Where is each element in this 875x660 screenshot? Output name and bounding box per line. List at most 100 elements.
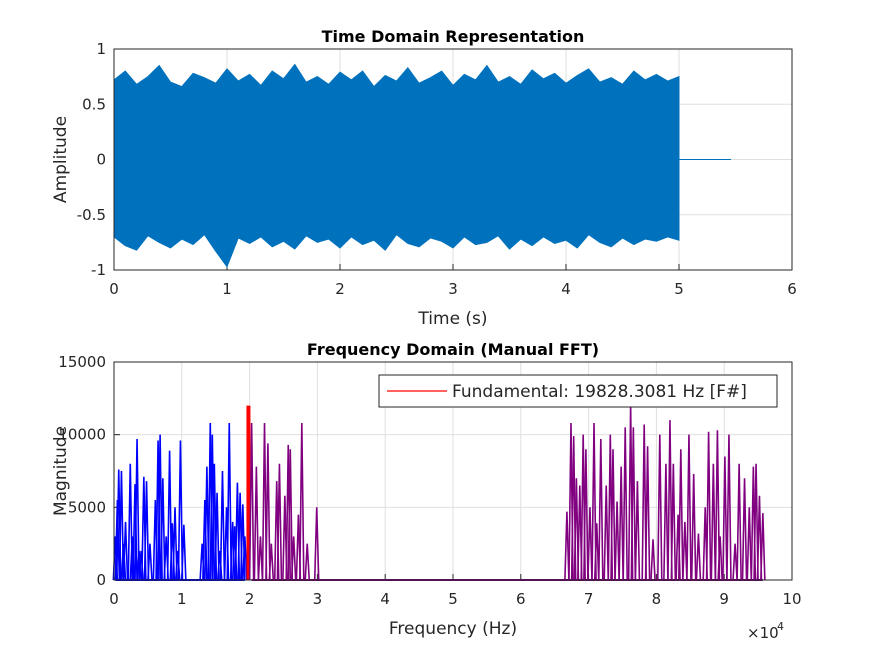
x-tick-label: 5 (448, 590, 458, 608)
y-axis-label: Magnitude (51, 426, 71, 516)
x-tick-label: 1 (177, 590, 187, 608)
spike (593, 523, 600, 581)
spike (248, 423, 255, 581)
spike (618, 466, 624, 581)
y-axis-label: Amplitude (51, 116, 71, 203)
spike (591, 423, 597, 581)
spike (219, 470, 226, 581)
axes-box (113, 361, 793, 581)
spike (143, 481, 150, 581)
spike (667, 420, 673, 581)
spike (678, 449, 684, 581)
spike (710, 463, 717, 581)
spike (686, 434, 692, 581)
x-tick-label: 5 (674, 280, 684, 298)
x-axis-label: Time (s) (417, 309, 487, 329)
spike (690, 473, 697, 581)
spike (564, 511, 570, 581)
chart-title: Frequency Domain (Manual FFT) (307, 340, 599, 359)
spike (656, 434, 663, 581)
spike (276, 463, 283, 581)
x-tick-label: 6 (516, 590, 526, 608)
spike (732, 543, 738, 581)
spike (726, 434, 732, 581)
y-tick-label: 0.5 (82, 95, 106, 113)
spike (598, 439, 604, 581)
x-tick-label: 1 (222, 280, 232, 298)
spike (644, 446, 651, 581)
y-tick-label: 1 (96, 40, 106, 58)
x-tick-label: 4 (561, 280, 571, 298)
y-tick-label: 10000 (58, 426, 106, 444)
spike (242, 536, 248, 581)
spike (634, 481, 641, 581)
x-tick-label: 8 (652, 590, 662, 608)
spike (268, 543, 275, 581)
spike (147, 543, 153, 581)
signal-band (113, 63, 680, 268)
spike (614, 501, 620, 581)
spike (265, 443, 271, 581)
spike (134, 439, 140, 581)
spike (695, 533, 702, 581)
spike (583, 449, 589, 581)
x-exponent-base: ×10 (747, 624, 779, 642)
x-tick-label: 6 (787, 280, 797, 298)
spike (172, 507, 178, 581)
spike (722, 456, 728, 581)
spike (120, 543, 127, 581)
spike (181, 524, 187, 581)
spike (114, 500, 121, 581)
spike (122, 521, 129, 581)
spike (670, 463, 677, 581)
spike (663, 463, 669, 581)
spike (202, 500, 208, 581)
spike (741, 478, 748, 581)
spike (261, 423, 268, 581)
spike (253, 466, 260, 581)
spike (226, 423, 233, 581)
spike (717, 536, 723, 581)
spike (299, 423, 305, 581)
x-tick-label: 10 (782, 590, 801, 608)
x-exponent-power: 4 (777, 620, 784, 633)
axes-box (113, 48, 793, 271)
spike (304, 543, 311, 581)
spike (214, 492, 220, 581)
x-axis-label: Frequency (Hz) (389, 619, 517, 639)
x-tick-label: 3 (448, 280, 458, 298)
spike (290, 536, 297, 581)
spike (756, 495, 763, 581)
y-tick-label: 0 (96, 571, 106, 589)
spike (682, 521, 688, 581)
spike (287, 449, 294, 581)
spike (753, 463, 759, 581)
y-tick-label: 0 (96, 151, 106, 169)
x-tick-label: 0 (109, 280, 119, 298)
x-tick-label: 0 (109, 590, 119, 608)
legend-label: Fundamental: 19828.3081 Hz [F#] (452, 382, 747, 402)
x-tick-label: 9 (719, 590, 729, 608)
spike (622, 427, 629, 581)
spike (160, 478, 166, 581)
y-tick-label: 15000 (58, 353, 106, 371)
spike (760, 513, 766, 581)
spike (736, 463, 742, 581)
x-tick-label: 2 (335, 280, 345, 298)
spike (641, 424, 647, 581)
spike (705, 431, 712, 581)
spike (313, 507, 320, 581)
y-tick-label: -1 (91, 261, 106, 279)
spike (610, 449, 616, 581)
spike (714, 430, 721, 581)
spike (257, 536, 264, 581)
x-tick-label: 7 (584, 590, 594, 608)
x-tick-label: 3 (313, 590, 323, 608)
spike (630, 427, 637, 581)
x-tick-label: 4 (380, 590, 390, 608)
y-tick-label: -0.5 (77, 206, 106, 224)
chart-title: Time Domain Representation (322, 27, 585, 46)
spike (587, 507, 593, 581)
spike (177, 440, 184, 581)
